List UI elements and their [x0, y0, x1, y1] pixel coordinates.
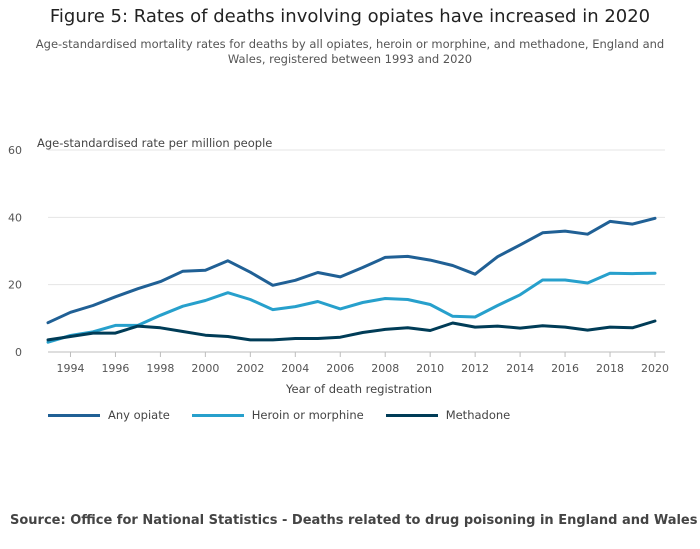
- legend-item: Heroin or morphine: [191, 408, 364, 422]
- legend-label: Heroin or morphine: [251, 408, 364, 422]
- legend-label: Any opiate: [108, 408, 170, 422]
- legend-label: Methadone: [445, 408, 511, 422]
- source-note: Source: Office for National Statistics -…: [10, 513, 698, 528]
- x-tick-label: 2014: [506, 362, 534, 375]
- legend-swatch: [385, 413, 438, 417]
- legend-item: Any opiate: [48, 408, 170, 422]
- chart-title: Figure 5: Rates of deaths involving opia…: [49, 6, 651, 27]
- x-tick-label: 1994: [56, 362, 84, 375]
- series-line-methadone: [46, 319, 657, 342]
- x-tick-label: 2000: [191, 362, 219, 375]
- x-tick-label: 1996: [101, 362, 129, 375]
- y-tick-label: 0: [15, 346, 22, 359]
- x-tick-label: 2002: [236, 362, 264, 375]
- y-tick-label: 20: [8, 279, 22, 292]
- x-tick-label: 2016: [551, 362, 579, 375]
- x-tick-label: 2012: [461, 362, 489, 375]
- y-tick-label: 40: [8, 211, 22, 224]
- x-tick-label: 2006: [326, 362, 354, 375]
- x-axis-label: Year of death registration: [285, 382, 432, 396]
- legend-swatch: [48, 413, 100, 417]
- x-tick-label: 2020: [641, 362, 669, 375]
- y-tick-label: 60: [8, 144, 22, 157]
- series-line-heroin-or-morphine: [46, 271, 657, 344]
- x-tick-label: 2018: [596, 362, 624, 375]
- legend: Any opiate Heroin or morphine Methadone: [48, 408, 532, 422]
- x-tick-label: 2004: [281, 362, 309, 375]
- legend-item: Methadone: [385, 408, 511, 422]
- x-tick-label: 2008: [371, 362, 399, 375]
- x-tick-label: 1998: [146, 362, 174, 375]
- x-tick-label: 2010: [416, 362, 444, 375]
- series-lines: [46, 216, 657, 344]
- legend-swatch: [191, 413, 244, 417]
- chart-subtitle: Age-standardised mortality rates for dea…: [35, 37, 665, 66]
- series-line-any-opiate: [46, 216, 657, 325]
- y-tick-labels: 0 20 40 60: [8, 144, 22, 359]
- y-axis-label: Age-standardised rate per million people: [37, 136, 273, 150]
- line-chart: 0 20 40 60 1994 1996 1998 2000 2002 2004 2006 2008…: [8, 144, 669, 396]
- x-tick-labels: 1994 1996 1998 2000 2002 2004 2006 2008 2010 2012…: [56, 362, 669, 375]
